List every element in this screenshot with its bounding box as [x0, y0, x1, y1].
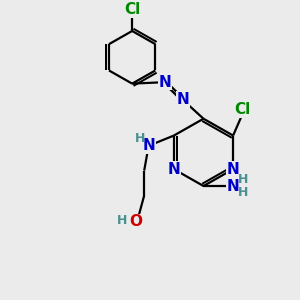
Text: H: H [117, 214, 127, 227]
Text: N: N [158, 75, 171, 90]
Text: N: N [167, 162, 180, 177]
Text: Cl: Cl [234, 102, 250, 117]
Text: O: O [129, 214, 142, 229]
Text: N: N [227, 178, 240, 194]
Text: N: N [176, 92, 189, 107]
Text: Cl: Cl [124, 2, 140, 17]
Text: H: H [135, 132, 146, 145]
Text: N: N [227, 162, 239, 177]
Text: H: H [238, 173, 248, 186]
Text: H: H [238, 186, 248, 199]
Text: N: N [142, 138, 155, 153]
